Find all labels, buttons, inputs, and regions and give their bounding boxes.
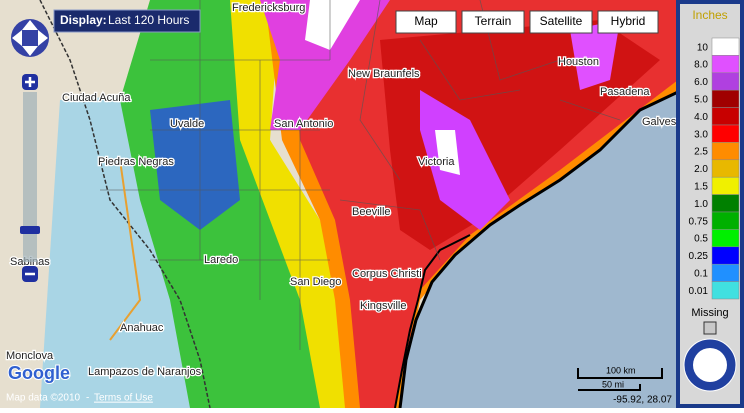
- map-type-label[interactable]: Satellite: [540, 14, 583, 28]
- legend-swatch: [711, 159, 740, 178]
- map-type-button[interactable]: [529, 10, 593, 34]
- legend-swatch: [711, 55, 740, 74]
- legend-missing: Missing: [691, 307, 728, 319]
- rain-blue: [150, 100, 240, 230]
- rain-yellow: [230, 0, 360, 408]
- map[interactable]: [0, 0, 679, 409]
- legend-swatch: [711, 107, 740, 126]
- legend-swatch: [711, 124, 740, 143]
- pan-control[interactable]: [11, 19, 49, 57]
- place-label: Kingsville: [360, 300, 406, 312]
- display-background: [53, 9, 201, 33]
- place-label: Lampazos de Naranjos: [88, 366, 202, 378]
- rain-magenta: [570, 20, 620, 90]
- rio-grande: [39, 0, 211, 409]
- place-label: San Antonio: [274, 118, 333, 130]
- map-type-label[interactable]: Hybrid: [611, 14, 646, 28]
- place-label: Victoria: [418, 156, 455, 168]
- place-label: Monclova: [6, 350, 54, 362]
- map-type-label[interactable]: Map: [414, 14, 438, 28]
- map-type-button[interactable]: [395, 10, 457, 34]
- place-label: Uvalde: [170, 118, 204, 130]
- legend-label: 5.0: [694, 95, 708, 106]
- coastline: [398, 90, 679, 409]
- legend-label: 2.5: [694, 147, 708, 158]
- legend-label: 2.0: [694, 164, 708, 175]
- map-type-button[interactable]: [597, 10, 659, 34]
- legend-label: 0.5: [694, 234, 708, 245]
- display-box: Display: Last 120 Hours: [53, 9, 201, 33]
- terms-link[interactable]: Terms of Use: [94, 393, 153, 404]
- nws-logo-inner: [693, 348, 727, 382]
- legend-swatch: [711, 281, 740, 300]
- rain-white: [305, 0, 360, 50]
- county-lines: [100, 0, 621, 350]
- map-type-buttons: Map Terrain Satellite Hybrid: [395, 10, 659, 34]
- legend-swatch: [711, 37, 740, 56]
- pan-up[interactable]: [22, 20, 38, 30]
- display-label: Display:: [60, 13, 107, 27]
- scale-lines: [577, 368, 663, 391]
- barrier-island: [394, 234, 471, 409]
- highway: [109, 159, 142, 341]
- legend-swatch: [711, 72, 740, 91]
- legend-label: 0.1: [694, 269, 708, 280]
- legend-label: 4.0: [694, 112, 708, 123]
- rain-magenta: [260, 0, 390, 130]
- place-label: Piedras Negras: [98, 156, 174, 168]
- legend-label: 6.0: [694, 77, 708, 88]
- legend-label: 8.0: [694, 60, 708, 71]
- legend: Inches Missing 10 8.0 6.0 5.0 4.0 3.0 2.5 2.0 1.…: [676, 0, 744, 408]
- legend-title: Inches: [692, 8, 727, 22]
- zoom-in-icon: [25, 77, 35, 87]
- pan-down[interactable]: [22, 46, 38, 56]
- gulf-water: [400, 92, 678, 408]
- legend-label: 0.75: [689, 216, 709, 227]
- place-label: Houston: [558, 56, 599, 68]
- legend-label: 3.0: [694, 129, 708, 140]
- legend-swatch: [711, 211, 740, 230]
- legend-label: 10: [697, 42, 709, 53]
- map-type-button[interactable]: [461, 10, 525, 34]
- map-type-label[interactable]: Terrain: [475, 14, 512, 28]
- legend-swatch: [711, 246, 740, 265]
- legend-label: 0.25: [689, 251, 709, 262]
- place-label: San Diego: [290, 276, 341, 288]
- place-label: Ciudad Acuña: [62, 92, 131, 104]
- display-period: Last 120 Hours: [108, 13, 189, 27]
- attribution: Map data ©2010: [6, 393, 81, 404]
- pan-right[interactable]: [38, 30, 48, 46]
- cursor-coordinates: -95.92, 28.07: [613, 395, 672, 406]
- legend-label: 0.01: [689, 286, 709, 297]
- legend-swatch: [711, 194, 740, 213]
- legend-label: 1.0: [694, 199, 708, 210]
- google-logo: Google: [8, 363, 70, 383]
- attribution-separator: -: [86, 393, 89, 404]
- navigation-control[interactable]: [11, 19, 49, 282]
- legend-swatch: [711, 176, 740, 195]
- zoom-slider[interactable]: [23, 92, 37, 262]
- place-label: Beeville: [352, 206, 391, 218]
- rain-white: [435, 130, 460, 175]
- scale-bar: 100 km 50 mi: [577, 365, 663, 391]
- missing-swatch: [703, 321, 717, 335]
- place-label: New Braunfels: [348, 68, 420, 80]
- legend-swatch: [711, 89, 740, 108]
- place-label: Anahuac: [120, 322, 164, 334]
- place-label: Pasadena: [600, 86, 650, 98]
- legend-swatch: [711, 263, 740, 282]
- scale-km: 100 km: [606, 365, 636, 375]
- legend-label: 1.5: [694, 182, 708, 193]
- pan-left[interactable]: [12, 30, 22, 46]
- legend-swatch: [711, 142, 740, 161]
- scale-mi: 50 mi: [602, 379, 624, 389]
- place-label: Fredericksburg: [232, 2, 305, 14]
- legend-swatch: [711, 229, 740, 248]
- place-label: Laredo: [204, 254, 238, 266]
- rain-violet: [420, 90, 510, 230]
- place-label: Corpus Christi: [352, 268, 422, 280]
- zoom-thumb[interactable]: [20, 226, 40, 234]
